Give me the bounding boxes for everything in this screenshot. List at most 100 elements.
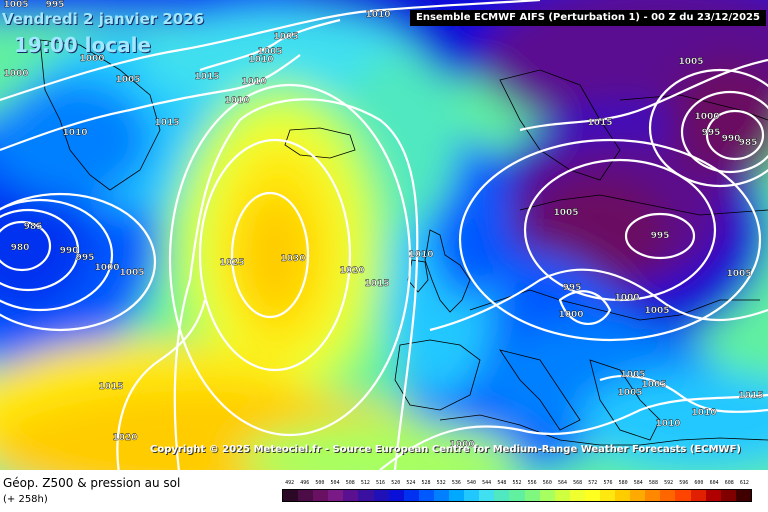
color-scale-swatch [539, 490, 555, 501]
color-scale-tick: 524 [406, 480, 416, 486]
color-scale-tick: 508 [345, 480, 355, 486]
model-run-info: Ensemble ECMWF AIFS (Perturbation 1) - 0… [410, 10, 766, 26]
isobar-pressure-label: 1005 [617, 388, 642, 398]
color-scale-tick: 520 [391, 480, 401, 486]
isobar-pressure-label: 980 [11, 243, 30, 253]
copyright-notice: Copyright © 2025 Meteociel.fr - Source E… [150, 444, 741, 455]
color-scale-swatch [418, 490, 434, 501]
color-scale-tick: 588 [648, 480, 658, 486]
color-scale-swatch [509, 490, 525, 501]
forecast-local-time: 19:00 locale [14, 33, 151, 57]
color-scale-swatch [660, 490, 676, 501]
isobar-pressure-label: 1000 [94, 263, 119, 273]
isobar-pressure-label: 1010 [241, 77, 266, 87]
color-scale-tick: 580 [618, 480, 628, 486]
parameter-label: Géop. Z500 & pression au sol [3, 476, 181, 490]
color-scale-bar [282, 489, 752, 502]
color-scale-ticks: 492 496 500 504 508 512 516 520 524 528 532 536 540 5… [282, 478, 752, 488]
isobar-pressure-label: 1030 [280, 254, 305, 264]
isobar-pressure-label: 1005 [726, 269, 751, 279]
color-scale-swatch [615, 490, 631, 501]
isobar-pressure-label: 1015 [364, 279, 389, 289]
color-scale-swatch [569, 490, 585, 501]
isobar-pressure-label: 995 [563, 283, 582, 293]
geopotential-field [0, 0, 768, 470]
color-scale-tick: 552 [512, 480, 522, 486]
isobar-pressure-label: 995 [651, 231, 670, 241]
isobar-pressure-label: 1005 [641, 380, 666, 390]
isobar-pressure-label: 990 [60, 246, 79, 256]
color-scale-tick: 532 [436, 480, 446, 486]
isobar-pressure-label: 1015 [154, 118, 179, 128]
color-scale-tick: 516 [376, 480, 386, 486]
color-scale-swatch [373, 490, 389, 501]
isobar-pressure-label: 995 [76, 253, 95, 263]
color-scale-swatch [298, 490, 314, 501]
isobar-pressure-label: 1000 [449, 440, 474, 450]
color-scale-swatch [720, 490, 736, 501]
color-scale-swatch [630, 490, 646, 501]
color-scale-swatch [645, 490, 661, 501]
isobar-pressure-label: 1005 [119, 268, 144, 278]
color-scale-tick: 596 [679, 480, 689, 486]
color-scale-tick: 612 [739, 480, 749, 486]
isobar-pressure-label: 1005 [644, 306, 669, 316]
color-scale-swatch [449, 490, 465, 501]
color-scale-tick: 608 [724, 480, 734, 486]
isobar-pressure-label: 990 [722, 134, 741, 144]
color-scale-swatch [479, 490, 495, 501]
color-scale-swatch [675, 490, 691, 501]
color-scale-swatch [584, 490, 600, 501]
isobar-pressure-label: 1010 [655, 419, 680, 429]
color-scale-swatch [554, 490, 570, 501]
isobar-pressure-label: 1015 [194, 72, 219, 82]
isobar-pressure-label: 1015 [587, 118, 612, 128]
color-scale-tick: 528 [421, 480, 431, 486]
color-scale-swatch [524, 490, 540, 501]
isobar-pressure-label: 1005 [553, 208, 578, 218]
isobar-pressure-label: 1000 [614, 293, 639, 303]
isobar-pressure-label: 985 [24, 222, 43, 232]
color-scale-tick: 560 [542, 480, 552, 486]
isobar-pressure-label: 1005 [273, 32, 298, 42]
color-scale-swatch [433, 490, 450, 501]
color-scale-swatch [283, 490, 299, 501]
color-scale-swatch [735, 490, 751, 501]
isobars [0, 0, 768, 470]
isobar-pressure-label: 995 [46, 0, 65, 10]
color-scale-tick: 492 [285, 480, 295, 486]
color-scale-swatch [328, 490, 344, 501]
color-scale-tick: 572 [588, 480, 598, 486]
color-scale-swatch [705, 490, 721, 501]
color-scale-tick: 564 [557, 480, 567, 486]
isobar-pressure-label: 1010 [248, 55, 273, 65]
color-scale-tick: 504 [330, 480, 340, 486]
isobar-pressure-label: 1000 [3, 69, 28, 79]
color-scale-tick: 600 [694, 480, 704, 486]
isobar-pressure-label: 1010 [408, 250, 433, 260]
isobar-pressure-label: 1005 [115, 75, 140, 85]
color-scale-swatch [403, 490, 419, 501]
color-scale-tick: 544 [482, 480, 492, 486]
isobar-pressure-label: 1005 [678, 57, 703, 67]
forecast-date: Vendredi 2 janvier 2026 [2, 10, 205, 28]
isobar-pressure-label: 1010 [691, 408, 716, 418]
isobar-pressure-label: 1005 [3, 0, 28, 10]
color-scale-swatch [313, 490, 329, 501]
color-scale-tick: 584 [633, 480, 643, 486]
isobar-pressure-label: 1000 [558, 310, 583, 320]
isobar-pressure-label: 1015 [738, 391, 763, 401]
isobar-pressure-label: 985 [739, 138, 758, 148]
color-scale-swatch [690, 490, 706, 501]
color-scale-tick: 568 [573, 480, 583, 486]
color-scale-tick: 496 [300, 480, 310, 486]
color-scale-tick: 592 [664, 480, 674, 486]
color-scale-swatch [358, 490, 374, 501]
isobar-pressure-label: 1025 [219, 258, 244, 268]
isobar-pressure-label: 1015 [98, 382, 123, 392]
isobar-pressure-label: 1000 [79, 54, 104, 64]
color-scale-tick: 576 [603, 480, 613, 486]
color-scale-tick: 512 [360, 480, 370, 486]
isobar-pressure-label: 1010 [365, 10, 390, 20]
